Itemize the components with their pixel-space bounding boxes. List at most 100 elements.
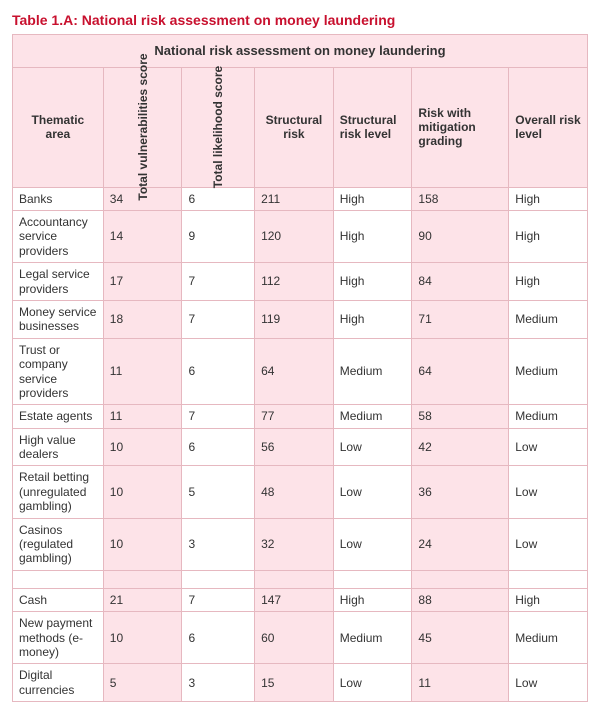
cell-like: 7 bbox=[182, 588, 255, 611]
table-row: Trust or company service providers11664M… bbox=[13, 338, 588, 405]
cell-overall: Medium bbox=[509, 405, 588, 428]
cell-srisk: 56 bbox=[255, 428, 334, 466]
cell-slevel: Medium bbox=[333, 405, 412, 428]
cell-area: Cash bbox=[13, 588, 104, 611]
cell-overall: High bbox=[509, 263, 588, 301]
table-row: Digital currencies5315Low11Low bbox=[13, 664, 588, 702]
table-row: Money service businesses187119High71Medi… bbox=[13, 300, 588, 338]
cell-mit: 36 bbox=[412, 466, 509, 518]
cell-srisk: 120 bbox=[255, 210, 334, 262]
cell-srisk: 48 bbox=[255, 466, 334, 518]
cell-area: Casinos (regulated gambling) bbox=[13, 518, 104, 570]
cell-overall: Medium bbox=[509, 300, 588, 338]
cell-srisk: 32 bbox=[255, 518, 334, 570]
cell-like: 9 bbox=[182, 210, 255, 262]
cell-slevel: Medium bbox=[333, 338, 412, 405]
cell-slevel: Low bbox=[333, 428, 412, 466]
cell-area: Estate agents bbox=[13, 405, 104, 428]
cell-overall: High bbox=[509, 588, 588, 611]
col-overall: Overall risk level bbox=[509, 67, 588, 187]
cell-mit: 64 bbox=[412, 338, 509, 405]
cell-overall: Low bbox=[509, 518, 588, 570]
cell-slevel: High bbox=[333, 263, 412, 301]
cell-like: 6 bbox=[182, 428, 255, 466]
cell-like: 7 bbox=[182, 405, 255, 428]
cell-slevel: High bbox=[333, 588, 412, 611]
cell-overall: Low bbox=[509, 428, 588, 466]
cell-area: Trust or company service providers bbox=[13, 338, 104, 405]
cell-mit: 90 bbox=[412, 210, 509, 262]
table-banner: National risk assessment on money launde… bbox=[13, 35, 588, 68]
cell-like: 6 bbox=[182, 187, 255, 210]
cell-like: 7 bbox=[182, 263, 255, 301]
cell-srisk: 77 bbox=[255, 405, 334, 428]
cell-overall: Low bbox=[509, 664, 588, 702]
cell-mit: 11 bbox=[412, 664, 509, 702]
cell-mit: 71 bbox=[412, 300, 509, 338]
col-thematic-area: Thematic area bbox=[13, 67, 104, 187]
cell-mit: 42 bbox=[412, 428, 509, 466]
cell-area: Banks bbox=[13, 187, 104, 210]
cell-mit: 158 bbox=[412, 187, 509, 210]
cell-slevel: Medium bbox=[333, 612, 412, 664]
col-vulnerabilities-label: Total vulnerabilities score bbox=[135, 54, 149, 201]
col-vulnerabilities: Total vulnerabilities score bbox=[103, 67, 182, 187]
table-body: Banks346211High158HighAccountancy servic… bbox=[13, 187, 588, 702]
cell-area: Legal service providers bbox=[13, 263, 104, 301]
cell-srisk: 60 bbox=[255, 612, 334, 664]
cell-like: 7 bbox=[182, 300, 255, 338]
cell-vuln: 10 bbox=[103, 428, 182, 466]
header-row: Thematic area Total vulnerabilities scor… bbox=[13, 67, 588, 187]
cell-slevel: High bbox=[333, 300, 412, 338]
cell-overall: Medium bbox=[509, 338, 588, 405]
cell-srisk: 15 bbox=[255, 664, 334, 702]
cell-vuln: 14 bbox=[103, 210, 182, 262]
cell-srisk: 147 bbox=[255, 588, 334, 611]
cell-slevel: High bbox=[333, 187, 412, 210]
cell-srisk: 112 bbox=[255, 263, 334, 301]
cell-like: 6 bbox=[182, 338, 255, 405]
col-structural-level: Structural risk level bbox=[333, 67, 412, 187]
cell-srisk: 64 bbox=[255, 338, 334, 405]
table-row: Casinos (regulated gambling)10332Low24Lo… bbox=[13, 518, 588, 570]
cell-like: 6 bbox=[182, 612, 255, 664]
cell-vuln: 10 bbox=[103, 612, 182, 664]
cell-area: New payment methods (e-money) bbox=[13, 612, 104, 664]
col-likelihood: Total likelihood score bbox=[182, 67, 255, 187]
cell-overall: Medium bbox=[509, 612, 588, 664]
cell-vuln: 11 bbox=[103, 338, 182, 405]
cell-overall: High bbox=[509, 187, 588, 210]
cell-like: 3 bbox=[182, 664, 255, 702]
cell-slevel: Low bbox=[333, 518, 412, 570]
cell-mit: 84 bbox=[412, 263, 509, 301]
cell-vuln: 18 bbox=[103, 300, 182, 338]
cell-area: Digital currencies bbox=[13, 664, 104, 702]
table-caption: Table 1.A: National risk assessment on m… bbox=[12, 12, 588, 28]
table-row: Banks346211High158High bbox=[13, 187, 588, 210]
cell-vuln: 17 bbox=[103, 263, 182, 301]
cell-area: Money service businesses bbox=[13, 300, 104, 338]
cell-vuln: 10 bbox=[103, 466, 182, 518]
table-row: Estate agents11777Medium58Medium bbox=[13, 405, 588, 428]
risk-table: National risk assessment on money launde… bbox=[12, 34, 588, 702]
cell-like: 5 bbox=[182, 466, 255, 518]
col-likelihood-label: Total likelihood score bbox=[211, 66, 225, 188]
cell-vuln: 5 bbox=[103, 664, 182, 702]
table-row: New payment methods (e-money)10660Medium… bbox=[13, 612, 588, 664]
cell-area: Accountancy service providers bbox=[13, 210, 104, 262]
cell-vuln: 11 bbox=[103, 405, 182, 428]
cell-mit: 58 bbox=[412, 405, 509, 428]
table-row: Cash217147High88High bbox=[13, 588, 588, 611]
cell-srisk: 119 bbox=[255, 300, 334, 338]
cell-mit: 45 bbox=[412, 612, 509, 664]
cell-vuln: 21 bbox=[103, 588, 182, 611]
cell-area: Retail betting (unregulated gambling) bbox=[13, 466, 104, 518]
table-row: Retail betting (unregulated gambling)105… bbox=[13, 466, 588, 518]
cell-vuln: 10 bbox=[103, 518, 182, 570]
cell-slevel: High bbox=[333, 210, 412, 262]
table-row: High value dealers10656Low42Low bbox=[13, 428, 588, 466]
cell-mit: 88 bbox=[412, 588, 509, 611]
cell-area: High value dealers bbox=[13, 428, 104, 466]
cell-mit: 24 bbox=[412, 518, 509, 570]
cell-slevel: Low bbox=[333, 664, 412, 702]
